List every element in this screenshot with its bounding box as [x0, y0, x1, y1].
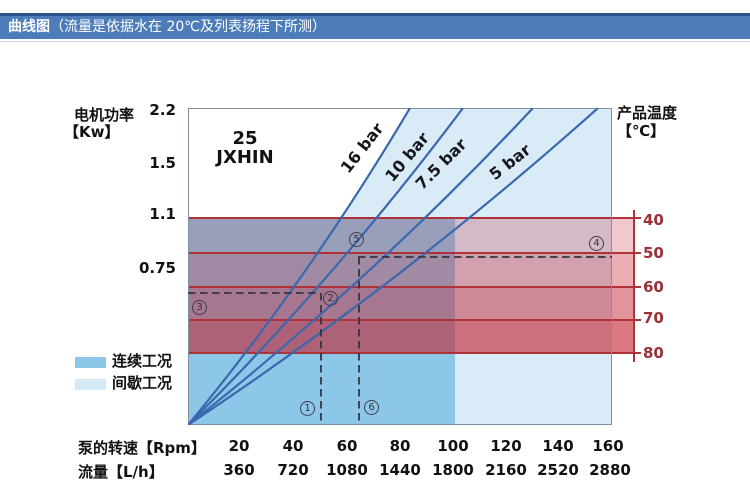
- temp-gridline-60: [188, 286, 641, 288]
- temp-tick-50: 50: [643, 244, 664, 262]
- power-tick-0-75: 0.75: [138, 259, 176, 277]
- rpm-tick: 60: [336, 437, 358, 455]
- section-title-note: （流量是依据水在 20℃及列表扬程下所测）: [50, 19, 326, 35]
- power-tick-1-1: 1.1: [149, 205, 176, 223]
- temp-tick-60: 60: [643, 278, 664, 296]
- legend-swatch-continuous: [75, 357, 106, 368]
- temp-gridline-50: [188, 252, 641, 254]
- curve-16bar: [188, 108, 411, 425]
- rpm-tick: 160: [592, 437, 624, 455]
- legend-swatch-intermittent: [75, 379, 106, 390]
- temp-gridline-80: [188, 352, 641, 354]
- rpm-axis-label: 泵的转速【Rpm】: [78, 439, 206, 457]
- right-axis-title: 产品温度: [617, 104, 678, 122]
- marker-1: 1: [300, 401, 315, 416]
- marker-6: 6: [364, 400, 379, 415]
- flow-axis-label: 流量【L/h】: [78, 463, 164, 481]
- temp-band-50-60: [188, 253, 634, 287]
- flow-tick: 1800: [432, 461, 474, 479]
- rpm-tick: 80: [389, 437, 411, 455]
- temp-tick-80: 80: [643, 344, 664, 362]
- temp-tick-70: 70: [643, 309, 664, 327]
- marker-4: 4: [589, 236, 604, 251]
- power-tick-1-5: 1.5: [149, 154, 176, 172]
- right-axis-unit: 【℃】: [617, 122, 666, 140]
- marker-3: 3: [192, 300, 207, 315]
- power-tick-2-2: 2.2: [149, 101, 176, 119]
- temperature-bands: [188, 218, 634, 353]
- marker-5: 5: [349, 232, 364, 247]
- curves-layer: [188, 108, 612, 425]
- rpm-tick: 20: [228, 437, 250, 455]
- temp-tick-40: 40: [643, 211, 664, 229]
- left-axis-title: 电机功率: [74, 106, 135, 124]
- model-size: 25: [232, 128, 258, 149]
- flow-tick: 2160: [485, 461, 527, 479]
- section-title: 曲线图: [8, 19, 50, 35]
- left-axis-unit: 【Kw】: [64, 123, 120, 141]
- temperature-axis-line: [633, 210, 635, 362]
- temp-gridline-70: [188, 319, 641, 321]
- flow-tick: 1440: [379, 461, 421, 479]
- rpm-tick: 40: [282, 437, 304, 455]
- marker-2: 2: [323, 291, 338, 306]
- flow-tick: 2520: [537, 461, 579, 479]
- section-header: 曲线图（流量是依据水在 20℃及列表扬程下所测）: [0, 13, 750, 39]
- temp-band-40-50: [188, 218, 634, 253]
- curve-5bar: [188, 108, 599, 425]
- model-name: JXHIN: [216, 147, 274, 168]
- curve-7-5bar: [188, 108, 534, 425]
- temp-gridline-40: [188, 217, 641, 219]
- rpm-tick: 140: [542, 437, 574, 455]
- flow-tick: 720: [277, 461, 309, 479]
- model-label: 25 JXHIN: [199, 129, 291, 167]
- flow-tick: 2880: [589, 461, 631, 479]
- legend-label-continuous: 连续工况: [112, 352, 173, 370]
- flow-tick: 360: [223, 461, 255, 479]
- rpm-tick: 120: [490, 437, 522, 455]
- header-divider: [0, 41, 750, 42]
- flow-tick: 1080: [326, 461, 368, 479]
- curve-10bar: [188, 108, 464, 425]
- rpm-tick: 100: [437, 437, 469, 455]
- legend-label-intermittent: 间歇工况: [112, 374, 173, 392]
